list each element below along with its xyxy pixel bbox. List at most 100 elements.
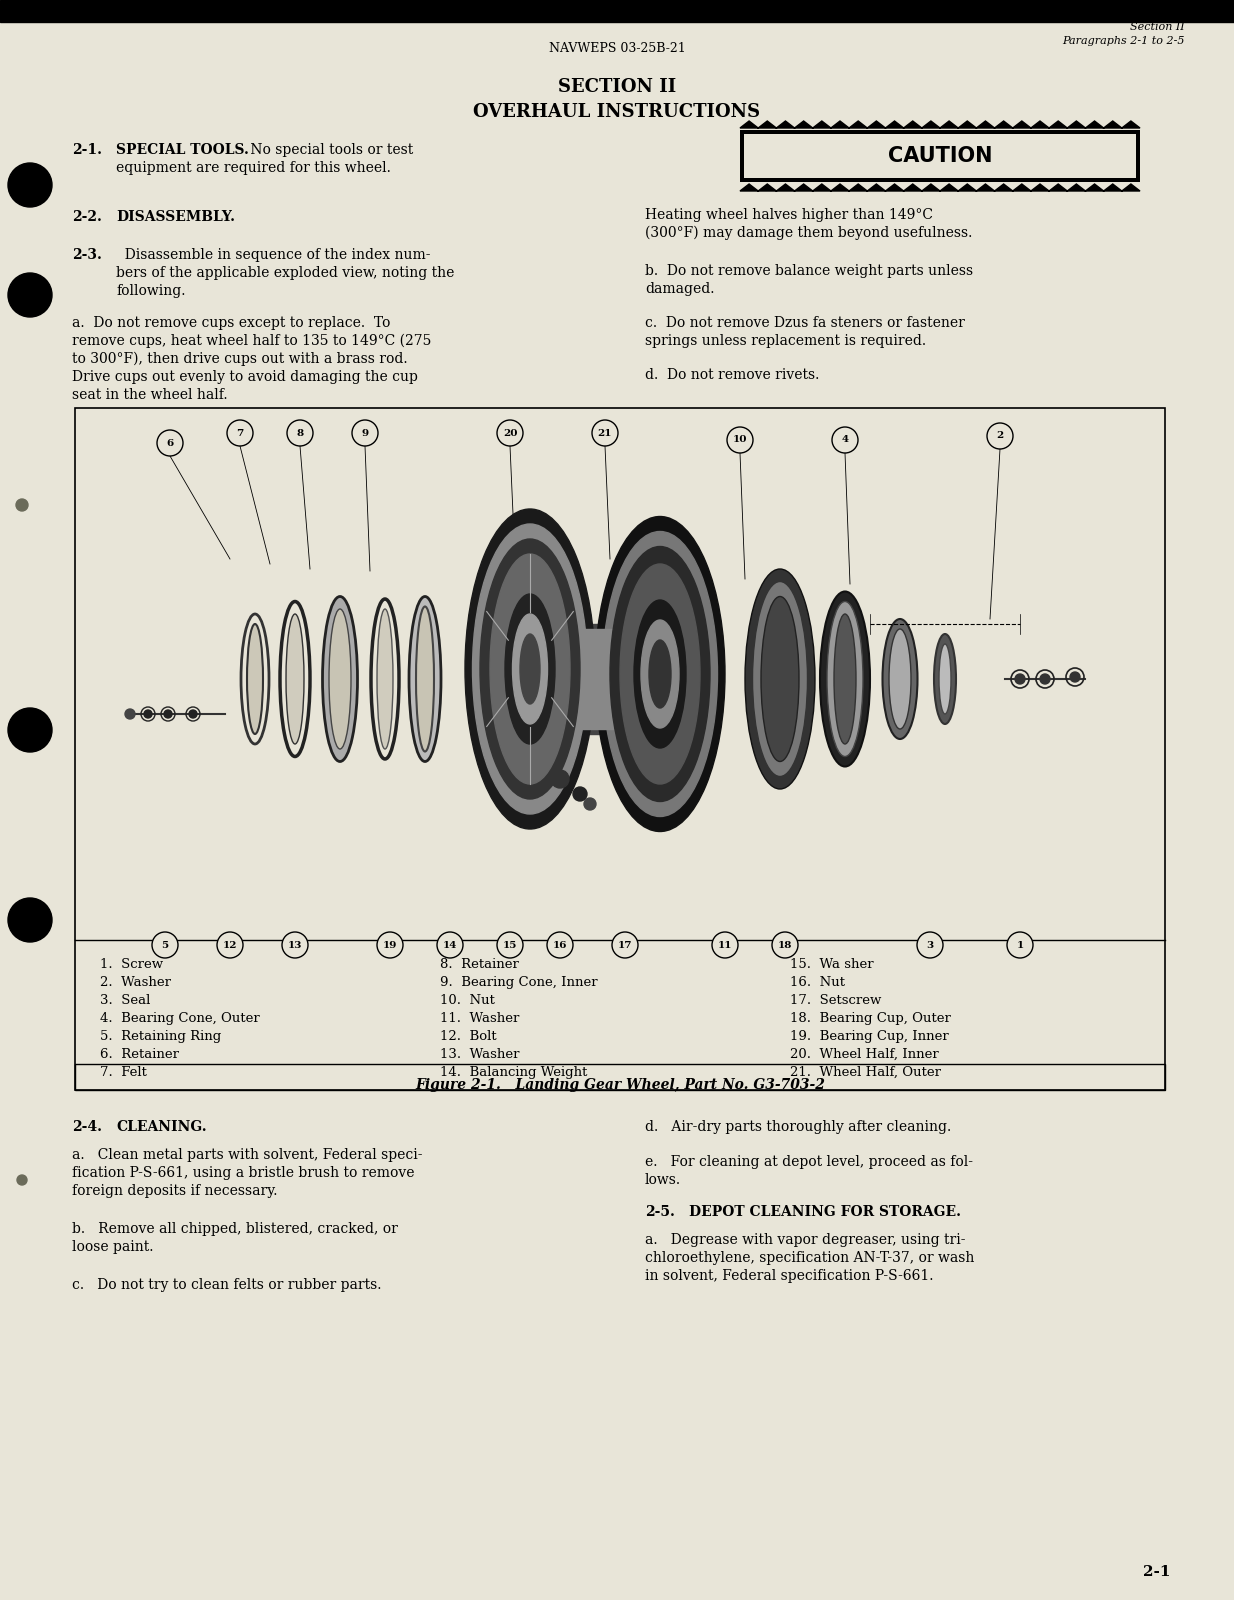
Text: b.  Do not remove balance weight parts unless: b. Do not remove balance weight parts un… <box>645 264 974 278</box>
Ellipse shape <box>329 610 350 749</box>
Ellipse shape <box>286 614 304 744</box>
Text: to 300°F), then drive cups out with a brass rod.: to 300°F), then drive cups out with a br… <box>72 352 407 366</box>
Ellipse shape <box>584 798 596 810</box>
Circle shape <box>7 163 52 206</box>
Text: chloroethylene, specification AN-T-37, or wash: chloroethylene, specification AN-T-37, o… <box>645 1251 975 1266</box>
Ellipse shape <box>552 770 569 787</box>
Text: SECTION II: SECTION II <box>558 78 676 96</box>
Circle shape <box>1007 931 1033 958</box>
Circle shape <box>7 898 52 942</box>
Ellipse shape <box>821 592 870 766</box>
Text: in solvent, Federal specification P-S-661.: in solvent, Federal specification P-S-66… <box>645 1269 933 1283</box>
Polygon shape <box>740 122 1140 128</box>
Text: 16.  Nut: 16. Nut <box>790 976 845 989</box>
Ellipse shape <box>610 547 710 802</box>
Text: 2-2.: 2-2. <box>72 210 102 224</box>
Text: seat in the wheel half.: seat in the wheel half. <box>72 387 227 402</box>
Circle shape <box>17 1174 27 1186</box>
Text: OVERHAUL INSTRUCTIONS: OVERHAUL INSTRUCTIONS <box>474 102 760 122</box>
Ellipse shape <box>619 565 700 784</box>
Text: 10: 10 <box>733 435 748 445</box>
Text: 14.  Balancing Weight: 14. Balancing Weight <box>441 1066 587 1078</box>
Bar <box>744 134 1137 178</box>
Text: 17.  Setscrew: 17. Setscrew <box>790 994 881 1006</box>
Circle shape <box>437 931 463 958</box>
Ellipse shape <box>480 539 580 798</box>
Circle shape <box>987 422 1013 450</box>
Ellipse shape <box>745 570 814 789</box>
Text: 11.  Washer: 11. Washer <box>441 1013 520 1026</box>
Text: 4: 4 <box>842 435 849 445</box>
Text: 20: 20 <box>502 429 517 437</box>
Text: 2.  Washer: 2. Washer <box>100 976 172 989</box>
Circle shape <box>547 931 573 958</box>
Text: CLEANING.: CLEANING. <box>116 1120 206 1134</box>
Ellipse shape <box>753 581 807 776</box>
Circle shape <box>727 427 753 453</box>
Text: loose paint.: loose paint. <box>72 1240 153 1254</box>
Circle shape <box>497 419 523 446</box>
Circle shape <box>7 274 52 317</box>
Bar <box>520 624 675 734</box>
Text: 2-1.: 2-1. <box>72 142 102 157</box>
Text: 2-3.: 2-3. <box>72 248 102 262</box>
Text: b.   Remove all chipped, blistered, cracked, or: b. Remove all chipped, blistered, cracke… <box>72 1222 397 1235</box>
Text: 2-1: 2-1 <box>1143 1565 1170 1579</box>
Text: 16: 16 <box>553 941 568 949</box>
Text: 21: 21 <box>597 429 612 437</box>
Text: damaged.: damaged. <box>645 282 714 296</box>
Circle shape <box>592 419 618 446</box>
Ellipse shape <box>649 640 671 707</box>
Text: 5.  Retaining Ring: 5. Retaining Ring <box>100 1030 221 1043</box>
Text: following.: following. <box>116 285 185 298</box>
Text: DEPOT CLEANING FOR STORAGE.: DEPOT CLEANING FOR STORAGE. <box>689 1205 961 1219</box>
Text: 2-4.: 2-4. <box>72 1120 102 1134</box>
Text: fication P-S-661, using a bristle brush to remove: fication P-S-661, using a bristle brush … <box>72 1166 415 1181</box>
Text: c.   Do not try to clean felts or rubber parts.: c. Do not try to clean felts or rubber p… <box>72 1278 381 1293</box>
Ellipse shape <box>465 509 595 829</box>
Text: 6.  Retainer: 6. Retainer <box>100 1048 179 1061</box>
Text: a.  Do not remove cups except to replace.  To: a. Do not remove cups except to replace.… <box>72 317 390 330</box>
Bar <box>740 130 1140 182</box>
Circle shape <box>157 430 183 456</box>
Text: (300°F) may damage them beyond usefulness.: (300°F) may damage them beyond usefulnes… <box>645 226 972 240</box>
Ellipse shape <box>378 610 392 749</box>
Text: 8: 8 <box>296 429 304 437</box>
Circle shape <box>144 710 152 718</box>
Text: lows.: lows. <box>645 1173 681 1187</box>
Circle shape <box>772 931 798 958</box>
Circle shape <box>125 709 135 718</box>
Text: 3: 3 <box>927 941 934 949</box>
Text: d.   Air-dry parts thoroughly after cleaning.: d. Air-dry parts thoroughly after cleani… <box>645 1120 951 1134</box>
Text: foreign deposits if necessary.: foreign deposits if necessary. <box>72 1184 278 1198</box>
Ellipse shape <box>512 614 548 723</box>
Circle shape <box>378 931 404 958</box>
Text: Heating wheel halves higher than 149°C: Heating wheel halves higher than 149°C <box>645 208 933 222</box>
Circle shape <box>352 419 378 446</box>
Text: CAUTION: CAUTION <box>887 146 992 166</box>
Text: c.  Do not remove Dzus fa steners or fastener: c. Do not remove Dzus fa steners or fast… <box>645 317 965 330</box>
Ellipse shape <box>634 600 686 749</box>
Text: e.   For cleaning at depot level, proceed as fol-: e. For cleaning at depot level, proceed … <box>645 1155 972 1170</box>
Ellipse shape <box>322 597 358 762</box>
Text: 19: 19 <box>383 941 397 949</box>
Circle shape <box>712 931 738 958</box>
Text: springs unless replacement is required.: springs unless replacement is required. <box>645 334 927 349</box>
Text: 3.  Seal: 3. Seal <box>100 994 151 1006</box>
Circle shape <box>1016 674 1025 685</box>
Text: 6: 6 <box>167 438 174 448</box>
Circle shape <box>1070 672 1080 682</box>
Text: 18.  Bearing Cup, Outer: 18. Bearing Cup, Outer <box>790 1013 951 1026</box>
Ellipse shape <box>595 517 726 832</box>
Text: No special tools or test: No special tools or test <box>246 142 413 157</box>
Text: 13.  Washer: 13. Washer <box>441 1048 520 1061</box>
Bar <box>75 408 1165 1090</box>
Ellipse shape <box>490 554 570 784</box>
Ellipse shape <box>473 525 587 814</box>
Text: SPECIAL TOOLS.: SPECIAL TOOLS. <box>116 142 249 157</box>
Ellipse shape <box>939 643 951 714</box>
Circle shape <box>7 707 52 752</box>
Circle shape <box>152 931 178 958</box>
Ellipse shape <box>602 531 717 816</box>
Text: a.   Degrease with vapor degreaser, using tri-: a. Degrease with vapor degreaser, using … <box>645 1234 965 1246</box>
